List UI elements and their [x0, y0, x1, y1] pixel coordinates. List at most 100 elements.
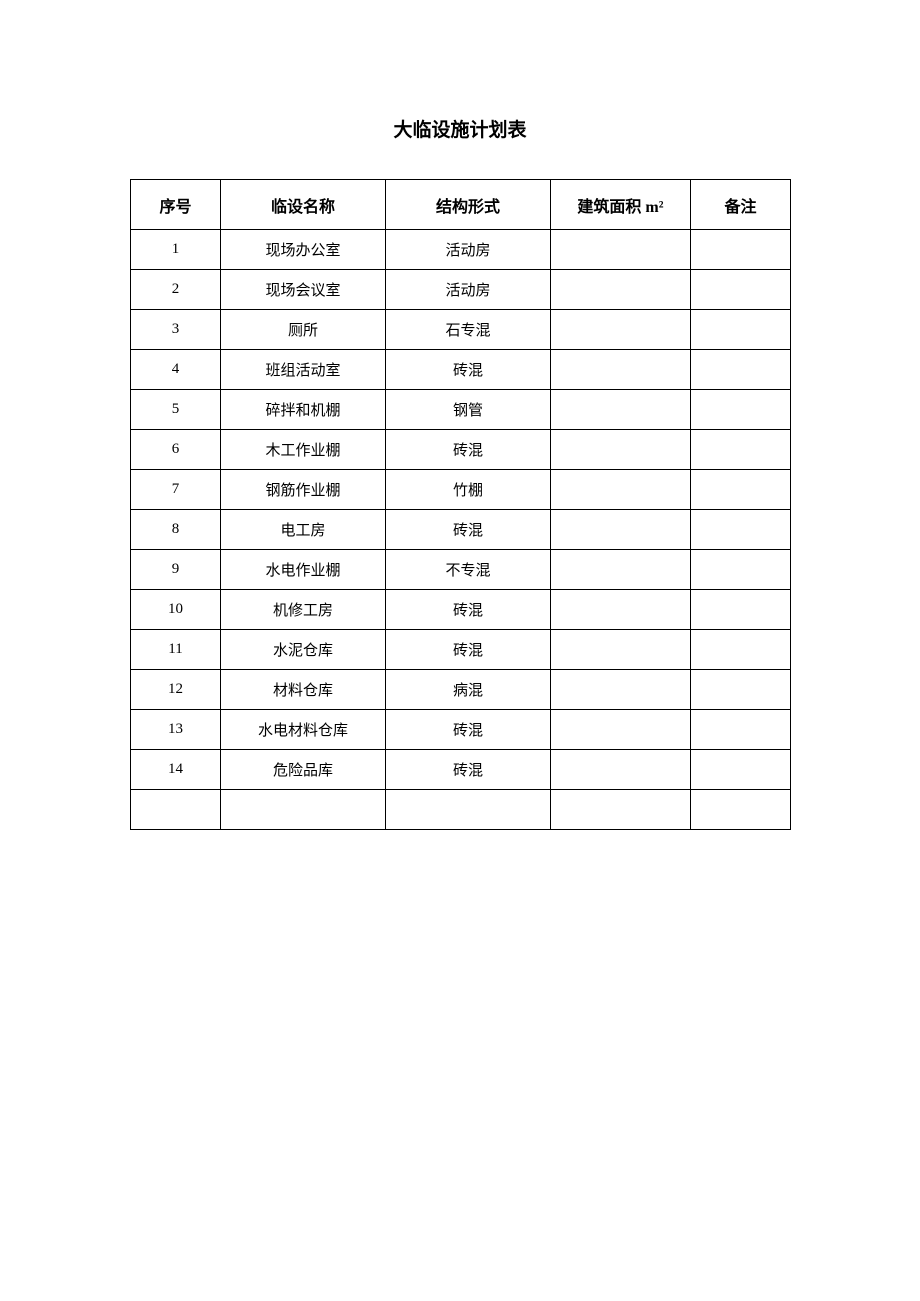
table-row: 13 水电材料仓库 砖混: [131, 710, 791, 750]
cell-remark: [691, 630, 791, 670]
header-remark: 备注: [691, 180, 791, 230]
cell-struct: 活动房: [386, 230, 551, 270]
table-row: 3 厕所 石专混: [131, 310, 791, 350]
cell-remark: [691, 710, 791, 750]
cell-area: [551, 390, 691, 430]
cell-name: 钢筋作业棚: [221, 470, 386, 510]
cell-struct: 砖混: [386, 510, 551, 550]
cell-seq: 10: [131, 590, 221, 630]
cell-struct: 不专混: [386, 550, 551, 590]
header-struct: 结构形式: [386, 180, 551, 230]
cell-seq: 3: [131, 310, 221, 350]
cell-struct: 砖混: [386, 750, 551, 790]
cell-name: 危险品库: [221, 750, 386, 790]
cell-name: 机修工房: [221, 590, 386, 630]
table-row: 2 现场会议室 活动房: [131, 270, 791, 310]
cell-struct: 石专混: [386, 310, 551, 350]
cell-seq: 14: [131, 750, 221, 790]
cell-area: [551, 350, 691, 390]
cell-name: 木工作业棚: [221, 430, 386, 470]
cell-seq: 13: [131, 710, 221, 750]
table-row: [131, 790, 791, 830]
table-row: 6 木工作业棚 砖混: [131, 430, 791, 470]
cell-remark: [691, 310, 791, 350]
cell-area: [551, 510, 691, 550]
cell-area: [551, 430, 691, 470]
table-row: 10 机修工房 砖混: [131, 590, 791, 630]
cell-struct: 砖混: [386, 430, 551, 470]
cell-area: [551, 230, 691, 270]
cell-remark: [691, 550, 791, 590]
table-row: 14 危险品库 砖混: [131, 750, 791, 790]
cell-seq: 8: [131, 510, 221, 550]
cell-struct: 砖混: [386, 350, 551, 390]
cell-remark: [691, 350, 791, 390]
cell-name: 厕所: [221, 310, 386, 350]
cell-struct: [386, 790, 551, 830]
cell-area: [551, 270, 691, 310]
cell-remark: [691, 790, 791, 830]
header-area: 建筑面积 m²: [551, 180, 691, 230]
table-body: 1 现场办公室 活动房 2 现场会议室 活动房 3 厕所 石专混: [131, 230, 791, 830]
cell-seq: 1: [131, 230, 221, 270]
cell-name: 电工房: [221, 510, 386, 550]
cell-area: [551, 790, 691, 830]
table-header-row: 序号 临设名称 结构形式 建筑面积 m² 备注: [131, 180, 791, 230]
page-title: 大临设施计划表: [0, 115, 920, 142]
cell-name: 材料仓库: [221, 670, 386, 710]
table-row: 5 碎拌和机棚 钢管: [131, 390, 791, 430]
cell-remark: [691, 430, 791, 470]
cell-area: [551, 590, 691, 630]
cell-struct: 活动房: [386, 270, 551, 310]
cell-seq: 5: [131, 390, 221, 430]
facilities-table: 序号 临设名称 结构形式 建筑面积 m² 备注 1 现场办公室 活动房 2 现场…: [130, 179, 791, 830]
cell-remark: [691, 230, 791, 270]
header-seq: 序号: [131, 180, 221, 230]
cell-area: [551, 550, 691, 590]
cell-remark: [691, 470, 791, 510]
cell-seq: 6: [131, 430, 221, 470]
cell-name: 现场办公室: [221, 230, 386, 270]
cell-area: [551, 670, 691, 710]
cell-area: [551, 630, 691, 670]
cell-remark: [691, 670, 791, 710]
table-row: 9 水电作业棚 不专混: [131, 550, 791, 590]
cell-remark: [691, 390, 791, 430]
cell-area: [551, 710, 691, 750]
header-name: 临设名称: [221, 180, 386, 230]
cell-struct: 砖混: [386, 710, 551, 750]
cell-remark: [691, 750, 791, 790]
cell-area: [551, 470, 691, 510]
cell-remark: [691, 510, 791, 550]
cell-seq: 9: [131, 550, 221, 590]
table-row: 1 现场办公室 活动房: [131, 230, 791, 270]
cell-seq: 7: [131, 470, 221, 510]
cell-name: 现场会议室: [221, 270, 386, 310]
cell-name: 水电材料仓库: [221, 710, 386, 750]
cell-name: 水电作业棚: [221, 550, 386, 590]
cell-struct: 砖混: [386, 630, 551, 670]
cell-name: 碎拌和机棚: [221, 390, 386, 430]
cell-struct: 竹棚: [386, 470, 551, 510]
cell-name: [221, 790, 386, 830]
cell-remark: [691, 270, 791, 310]
cell-remark: [691, 590, 791, 630]
table-row: 7 钢筋作业棚 竹棚: [131, 470, 791, 510]
cell-seq: 12: [131, 670, 221, 710]
table-row: 11 水泥仓库 砖混: [131, 630, 791, 670]
cell-struct: 砖混: [386, 590, 551, 630]
table-row: 4 班组活动室 砖混: [131, 350, 791, 390]
cell-area: [551, 310, 691, 350]
table-row: 12 材料仓库 病混: [131, 670, 791, 710]
table-container: 序号 临设名称 结构形式 建筑面积 m² 备注 1 现场办公室 活动房 2 现场…: [130, 179, 790, 830]
cell-seq: 4: [131, 350, 221, 390]
cell-struct: 钢管: [386, 390, 551, 430]
cell-name: 水泥仓库: [221, 630, 386, 670]
cell-area: [551, 750, 691, 790]
table-row: 8 电工房 砖混: [131, 510, 791, 550]
cell-name: 班组活动室: [221, 350, 386, 390]
cell-seq: 2: [131, 270, 221, 310]
cell-seq: [131, 790, 221, 830]
cell-struct: 病混: [386, 670, 551, 710]
cell-seq: 11: [131, 630, 221, 670]
